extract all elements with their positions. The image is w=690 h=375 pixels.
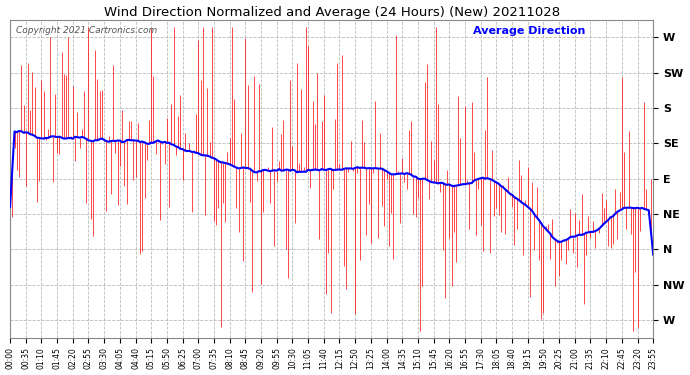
Text: Average Direction: Average Direction	[473, 26, 586, 36]
Title: Wind Direction Normalized and Average (24 Hours) (New) 20211028: Wind Direction Normalized and Average (2…	[104, 6, 560, 18]
Text: Copyright 2021 Cartronics.com: Copyright 2021 Cartronics.com	[17, 26, 158, 35]
